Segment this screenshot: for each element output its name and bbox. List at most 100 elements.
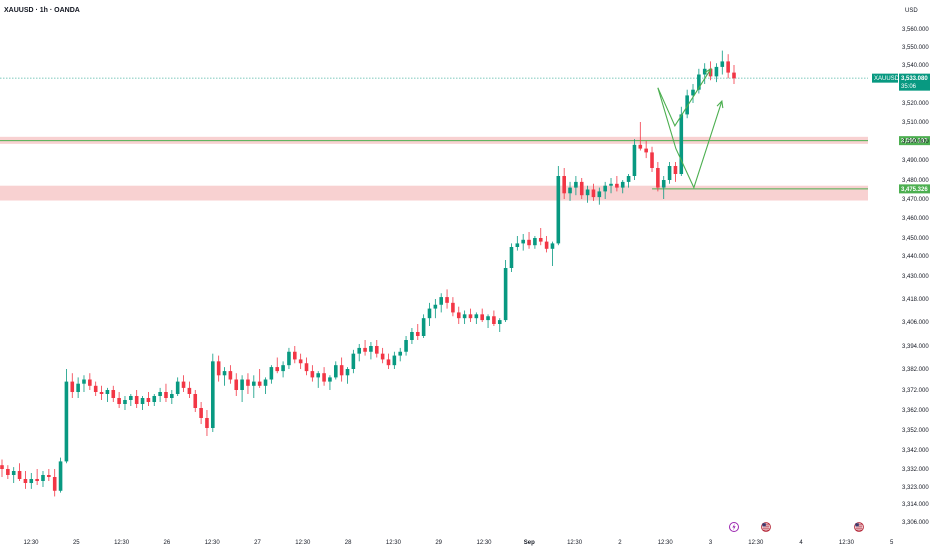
- candle: [123, 396, 127, 410]
- level-price-tag: 3,500.187: [899, 136, 930, 146]
- price-tick-label: 3,510.000: [902, 120, 929, 126]
- time-tick-label: 12:30: [295, 540, 311, 546]
- time-tick-label: 12:30: [839, 540, 855, 546]
- time-tick-label: 4: [799, 540, 803, 546]
- candle: [152, 394, 157, 406]
- candle: [181, 375, 186, 392]
- candle: [47, 469, 51, 481]
- candle: [380, 347, 385, 364]
- candle: [52, 469, 57, 497]
- candle: [357, 344, 362, 362]
- candle: [550, 241, 555, 266]
- time-axis[interactable]: 12:30 25 12:30 26 12:30 27 12:30 28 12:30 29 12:30…: [23, 540, 894, 546]
- candle: [263, 377, 268, 394]
- price-tick-label: 3,332.000: [902, 467, 929, 473]
- candle: [64, 369, 69, 464]
- projection-arrow-deep[interactable]: [657, 87, 724, 190]
- price-tick-label: 3,382.000: [902, 367, 929, 373]
- candle: [714, 63, 719, 83]
- price-tick-label: 3,520.000: [902, 101, 929, 107]
- candle: [269, 365, 274, 384]
- candle: [111, 385, 116, 402]
- price-tick-label: 3,550.000: [902, 45, 929, 51]
- lightning-icon[interactable]: [729, 522, 739, 532]
- candle: [439, 293, 443, 313]
- time-tick-label: 12:30: [658, 540, 674, 546]
- candle: [134, 390, 139, 408]
- candle: [199, 402, 203, 424]
- candles-layer: [0, 50, 736, 497]
- projection-arrow-short[interactable]: [657, 67, 712, 127]
- candle: [328, 375, 332, 390]
- price-axis[interactable]: 3,500.187 3,475.326 3,560.000 3,550.000 3,54…: [899, 27, 930, 526]
- last-price-symbol-box: [872, 73, 898, 83]
- price-tick-label: 3,362.000: [902, 408, 929, 414]
- candle: [6, 465, 10, 479]
- candle: [556, 166, 561, 246]
- time-tick-label: Sep: [524, 540, 535, 546]
- candle: [205, 410, 209, 436]
- candle: [93, 381, 98, 396]
- candle: [451, 297, 455, 317]
- time-tick-label: 12:30: [205, 540, 221, 546]
- candle: [632, 139, 637, 180]
- candle: [129, 394, 133, 406]
- last-price-tag: XAUUSD 3,533.080 35:06: [872, 73, 930, 91]
- candle: [650, 146, 654, 172]
- candle: [287, 347, 291, 369]
- candle: [164, 383, 168, 402]
- candle: [257, 369, 262, 388]
- candle: [363, 340, 367, 356]
- candle: [193, 390, 198, 412]
- candle: [673, 162, 678, 182]
- candle: [462, 310, 467, 324]
- price-tick-label: 3,500.000: [902, 139, 929, 145]
- candle: [11, 467, 16, 483]
- candle: [433, 299, 438, 319]
- candle: [345, 367, 350, 384]
- last-price-value-box: [899, 73, 930, 91]
- candle: [35, 469, 39, 485]
- us-flag-icon[interactable]: [761, 522, 771, 532]
- candle: [410, 328, 414, 344]
- candle: [702, 63, 707, 84]
- price-tick-label: 3,540.000: [902, 63, 929, 69]
- candle: [310, 365, 315, 382]
- price-tick-label: 3,460.000: [902, 216, 929, 222]
- candle: [720, 50, 725, 75]
- candle: [732, 65, 736, 84]
- level-price-tag: 3,475.326: [899, 184, 930, 194]
- candle: [105, 387, 110, 402]
- candle: [298, 353, 303, 369]
- currency-label: USD: [905, 8, 918, 14]
- candle: [626, 174, 631, 188]
- candle: [222, 367, 227, 386]
- levels-layer: [0, 140, 868, 190]
- level-label: 3,475.326: [901, 187, 928, 193]
- candle: [392, 351, 397, 369]
- sr-zone-1: [0, 185, 868, 201]
- candle: [369, 342, 373, 360]
- candle: [170, 390, 174, 404]
- candle: [70, 373, 75, 398]
- candle: [515, 236, 520, 251]
- candle: [175, 377, 180, 396]
- time-tick-label: 12:30: [748, 540, 764, 546]
- candle: [140, 396, 145, 410]
- time-tick-label: 12:30: [476, 540, 492, 546]
- candle: [281, 361, 285, 378]
- candle: [333, 361, 338, 380]
- us-flag-icon[interactable]: [854, 522, 864, 532]
- price-tick-label: 3,440.000: [902, 254, 929, 260]
- candle: [609, 178, 613, 194]
- drawings-layer[interactable]: [657, 67, 724, 190]
- candle: [726, 54, 730, 79]
- candle: [304, 357, 309, 376]
- candle: [503, 260, 508, 322]
- candle: [82, 375, 86, 392]
- candle: [568, 181, 572, 201]
- candle: [538, 228, 543, 246]
- price-tick-label: 3,418.000: [902, 297, 929, 303]
- events-layer[interactable]: [729, 522, 864, 532]
